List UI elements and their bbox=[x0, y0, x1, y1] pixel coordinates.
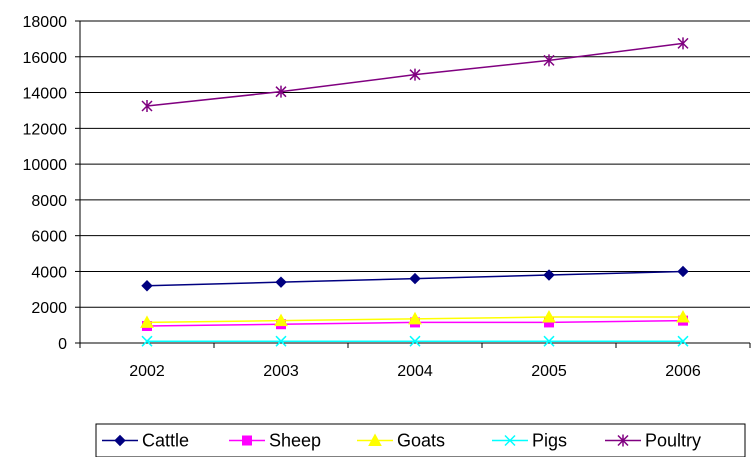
data-point-marker bbox=[409, 68, 421, 81]
data-point-marker bbox=[274, 313, 288, 327]
legend-item-pigs: Pigs bbox=[492, 431, 567, 451]
legend-label: Pigs bbox=[532, 431, 567, 451]
data-point-marker bbox=[677, 335, 689, 347]
series-layer bbox=[140, 37, 690, 347]
gridlines bbox=[80, 20, 750, 308]
legend-label: Sheep bbox=[269, 431, 321, 451]
x-tick-label: 2002 bbox=[129, 363, 165, 380]
legend: Cattle Sheep Goats Pigs Poultry bbox=[95, 423, 746, 457]
data-point-marker bbox=[617, 434, 629, 447]
data-point-marker bbox=[141, 99, 153, 112]
data-point-marker bbox=[242, 435, 252, 446]
y-tick-label: 16000 bbox=[23, 50, 68, 67]
legend-label: Cattle bbox=[142, 431, 189, 451]
data-point-marker bbox=[114, 434, 126, 447]
data-point-marker bbox=[368, 433, 382, 446]
y-tick-label: 18000 bbox=[23, 14, 68, 31]
series-poultry bbox=[141, 37, 689, 112]
data-point-marker bbox=[677, 265, 689, 278]
legend-label: Poultry bbox=[645, 431, 701, 451]
x-tick-label: 2004 bbox=[397, 363, 433, 380]
legend-label: Goats bbox=[397, 431, 445, 451]
data-point-marker bbox=[542, 310, 556, 323]
legend-item-goats: Goats bbox=[357, 431, 445, 451]
y-tick-label: 2000 bbox=[31, 300, 67, 317]
data-point-marker bbox=[275, 85, 287, 98]
legend-item-poultry: Poultry bbox=[605, 431, 701, 451]
legend-item-sheep: Sheep bbox=[229, 431, 321, 451]
data-point-marker bbox=[409, 335, 421, 347]
data-point-marker bbox=[543, 269, 555, 281]
y-tick-label: 6000 bbox=[31, 229, 67, 246]
y-tick-label: 8000 bbox=[31, 193, 67, 210]
y-tick-label: 12000 bbox=[23, 121, 68, 138]
data-point-marker bbox=[409, 272, 421, 285]
series-pigs bbox=[141, 335, 689, 347]
data-point-marker bbox=[677, 37, 689, 50]
legend-item-cattle: Cattle bbox=[102, 431, 189, 451]
x-tick-label: 2006 bbox=[665, 363, 701, 380]
data-point-marker bbox=[408, 311, 422, 325]
y-axis-ticks: 0 2000 4000 6000 8000 10000 12000 14000 16000 180… bbox=[23, 14, 80, 353]
data-point-marker bbox=[543, 54, 555, 67]
data-point-marker bbox=[543, 335, 555, 347]
data-point-marker bbox=[275, 335, 287, 347]
x-tick-label: 2003 bbox=[263, 363, 299, 380]
data-point-marker bbox=[504, 434, 516, 447]
data-point-marker bbox=[141, 335, 153, 347]
data-point-marker bbox=[676, 310, 690, 323]
data-point-marker bbox=[275, 276, 287, 288]
x-tick-label: 2005 bbox=[531, 363, 567, 380]
y-tick-label: 10000 bbox=[23, 157, 68, 174]
series-cattle bbox=[141, 265, 689, 292]
data-point-marker bbox=[141, 280, 153, 292]
y-tick-label: 4000 bbox=[31, 264, 67, 281]
data-point-marker bbox=[140, 315, 154, 328]
x-axis-ticks: 2002 2003 2004 2005 2006 bbox=[79, 343, 751, 380]
axes bbox=[79, 21, 750, 344]
series-goats bbox=[140, 310, 690, 328]
y-tick-label: 14000 bbox=[23, 86, 68, 103]
y-tick-label: 0 bbox=[58, 336, 67, 353]
